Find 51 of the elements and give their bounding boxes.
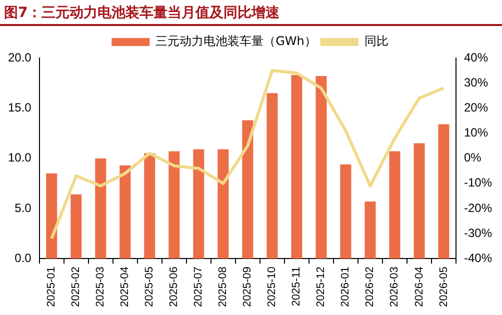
legend-label: 三元动力电池装车量（GWh） <box>156 34 316 48</box>
y2-tick-label: 10% <box>464 126 488 140</box>
bar <box>389 151 400 259</box>
x-tick-label: 2026-01 <box>340 266 352 308</box>
bar <box>168 151 180 259</box>
x-tick-label: 2026-04 <box>413 266 426 308</box>
x-tick-label: 2026-03 <box>388 266 401 308</box>
bar <box>266 93 278 259</box>
y2-tick-label: 20% <box>464 100 488 114</box>
bar <box>46 173 58 259</box>
bar <box>70 194 82 259</box>
y2-tick-label: -30% <box>464 226 492 240</box>
y-tick-label: 0.0 <box>14 250 32 265</box>
x-tick-label: 2025-08 <box>217 266 230 308</box>
x-tick-label: 2025-09 <box>242 266 254 308</box>
x-tick-label: 2025-06 <box>168 266 180 308</box>
y2-tick-label: 40% <box>464 50 488 64</box>
x-tick-label: 2025-04 <box>119 266 132 308</box>
x-tick-label: 2025-11 <box>290 266 303 306</box>
x-tick-label: 2025-05 <box>144 266 156 308</box>
y2-tick-label: -40% <box>464 250 492 265</box>
bar <box>291 75 302 259</box>
y-tick-label: 15.0 <box>8 100 32 114</box>
bar <box>218 149 229 259</box>
bar <box>340 164 352 259</box>
chart-title: 图7：三元动力电池装车量当月值及同比增速 <box>4 4 280 22</box>
x-tick-label: 2025-03 <box>94 266 107 308</box>
bar <box>95 158 106 259</box>
x-tick-label: 2025-10 <box>266 266 278 308</box>
bar <box>144 153 156 259</box>
bar <box>414 143 425 259</box>
x-tick-label: 2025-07 <box>192 266 205 308</box>
y-tick-label: 20.0 <box>8 50 32 64</box>
y-tick-label: 10.0 <box>8 150 32 165</box>
y2-tick-label: -20% <box>464 200 492 215</box>
y2-tick-label: -10% <box>464 176 492 190</box>
x-tick-label: 2025-02 <box>70 266 82 308</box>
x-tick-label: 2026-02 <box>364 266 376 308</box>
bar <box>120 165 131 259</box>
y-tick-label: 5.0 <box>14 200 32 215</box>
x-tick-label: 2025-01 <box>46 266 58 308</box>
bar <box>438 124 450 259</box>
bar <box>316 76 327 259</box>
y2-tick-label: 0% <box>464 150 482 165</box>
legend-label: 同比 <box>364 34 388 48</box>
bar <box>242 120 254 259</box>
x-tick-label: 2025-12 <box>315 266 328 308</box>
y2-tick-label: 30% <box>464 75 488 90</box>
x-tick-label: 2026-05 <box>438 266 450 308</box>
bar <box>193 149 204 259</box>
bar <box>364 201 376 259</box>
